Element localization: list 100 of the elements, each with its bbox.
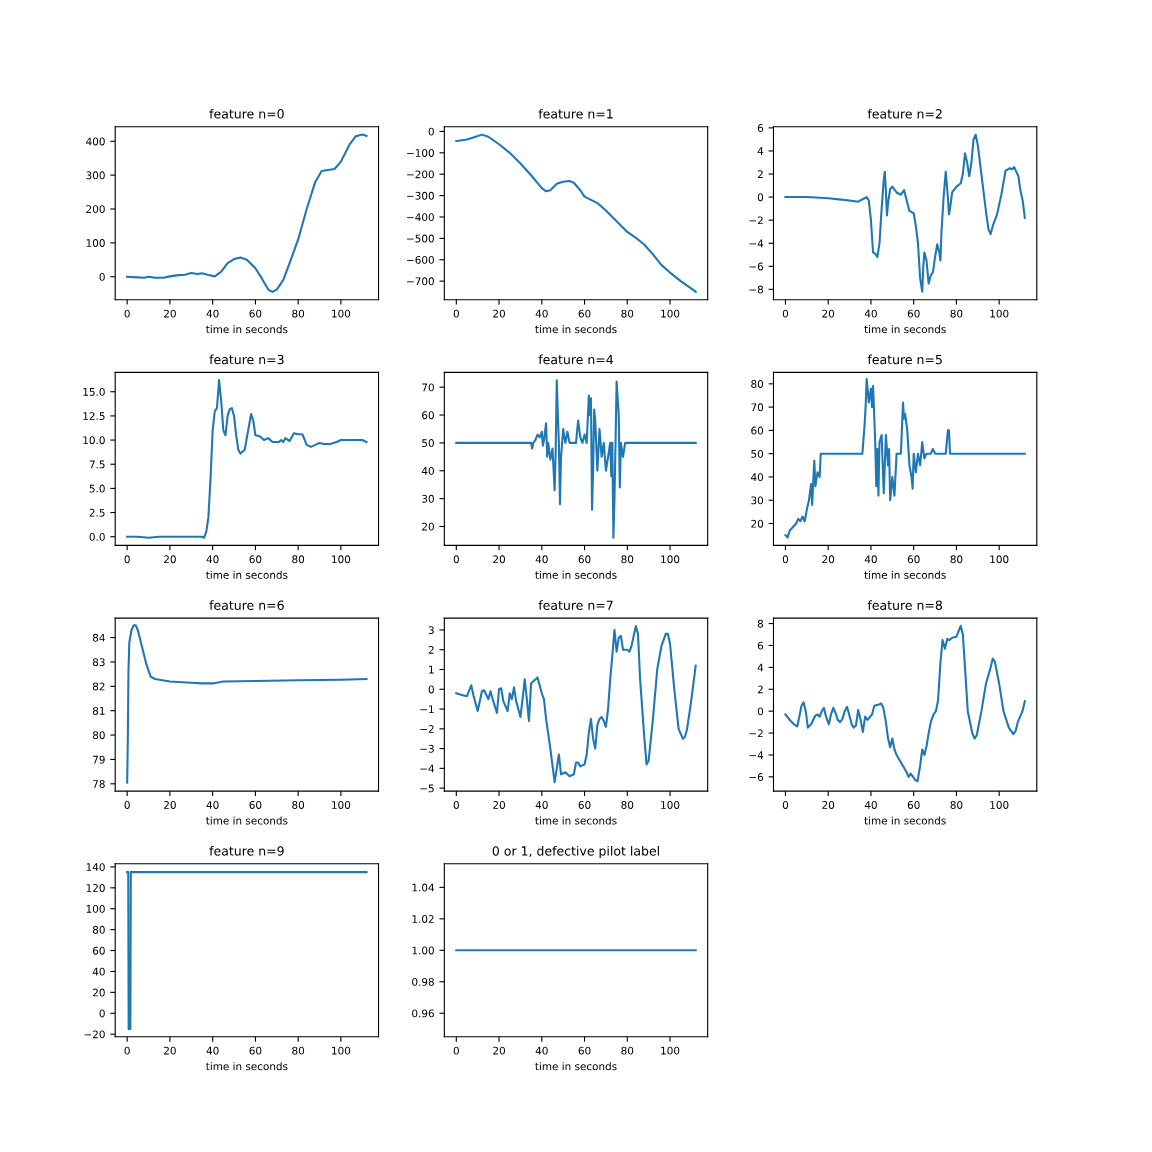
y-tick-label: 60: [422, 411, 434, 420]
x-tick-label: 60: [907, 555, 920, 564]
line-series: [784, 133, 1026, 293]
x-tick-label: 20: [493, 1046, 505, 1055]
y-tick-label: −2: [749, 216, 763, 225]
y-tick-label: −700: [407, 277, 434, 286]
x-tick-label: 100: [661, 1046, 680, 1055]
y-tick-label: 80: [92, 925, 105, 934]
y-tick-label: −2: [420, 725, 434, 733]
y-tick-label: 140: [86, 863, 105, 872]
y-tick-label: 60: [751, 426, 764, 435]
x-axis-title: time in seconds: [535, 570, 617, 579]
chart-title: feature n=6: [209, 600, 284, 610]
x-tick-label: 20: [493, 309, 505, 318]
x-tick-label: 80: [950, 309, 963, 318]
x-tick-label: 60: [249, 555, 262, 564]
chart-title: feature n=5: [867, 354, 942, 365]
x-axis-title: time in seconds: [864, 325, 946, 334]
x-tick-label: 60: [578, 555, 591, 564]
y-tick-label: 0.96: [412, 1009, 434, 1018]
x-tick-label: 80: [292, 309, 305, 318]
y-tick-label: −2: [749, 729, 763, 738]
x-tick-label: 80: [621, 801, 634, 809]
x-tick-label: 80: [292, 555, 305, 564]
x-tick-label: 80: [621, 1046, 634, 1055]
y-tick-label: 12.5: [83, 412, 105, 421]
y-tick-label: 0: [428, 127, 434, 136]
x-tick-label: 100: [332, 309, 351, 318]
x-axis-title: time in seconds: [206, 325, 288, 334]
y-tick-label: 5.0: [89, 484, 105, 493]
x-tick-label: 80: [621, 309, 634, 318]
x-tick-label: 80: [950, 555, 963, 564]
y-tick-label: −20: [84, 1030, 105, 1039]
chart-title: feature n=3: [209, 354, 284, 365]
x-tick-label: 40: [535, 1046, 548, 1055]
y-tick-label: 70: [751, 403, 764, 412]
y-tick-label: 1.02: [412, 915, 434, 923]
y-tick-label: 0: [99, 272, 105, 281]
y-tick-label: −400: [407, 213, 434, 222]
y-tick-label: 1: [429, 665, 434, 674]
y-tick-label: 6: [757, 124, 764, 132]
line-series: [455, 133, 697, 293]
y-tick-label: −4: [749, 239, 764, 248]
y-tick-label: 83: [92, 658, 105, 667]
y-tick-label: 3: [428, 626, 434, 635]
y-tick-label: −6: [749, 262, 764, 271]
x-tick-label: 0: [124, 555, 130, 564]
y-tick-label: 80: [92, 731, 105, 740]
chart-title: feature n=4: [538, 354, 614, 365]
x-axis-title: time in seconds: [535, 1062, 617, 1071]
y-tick-label: 100: [86, 239, 105, 247]
x-tick-label: 80: [292, 1046, 305, 1055]
x-tick-label: 100: [332, 555, 351, 564]
y-tick-label: −600: [407, 255, 434, 264]
x-tick-label: 0: [782, 309, 789, 318]
y-tick-label: 8: [757, 619, 764, 628]
y-tick-label: 60: [92, 946, 105, 955]
x-axis-title: time in seconds: [206, 570, 288, 579]
y-tick-label: 300: [86, 171, 105, 180]
x-axis-title: time in seconds: [535, 816, 617, 825]
x-tick-label: 20: [822, 555, 835, 564]
y-tick-label: 1.04: [412, 883, 435, 892]
chart-title: feature n=1: [538, 108, 613, 119]
chart-title: 0 or 1, defective pilot label: [492, 845, 659, 859]
y-tick-label: 0.98: [412, 977, 434, 986]
y-tick-label: 100: [86, 904, 105, 913]
x-axis-title: time in seconds: [206, 816, 288, 825]
y-tick-label: 2: [757, 170, 763, 178]
line-series: [784, 378, 1026, 539]
y-tick-label: 4: [757, 147, 764, 155]
x-tick-label: 40: [864, 555, 877, 564]
y-tick-label: 40: [421, 466, 434, 475]
y-tick-label: 0: [99, 1009, 105, 1018]
line-series: [126, 133, 368, 293]
x-tick-label: 20: [822, 309, 835, 318]
x-axis-title: time in seconds: [535, 325, 617, 334]
x-tick-label: 40: [206, 1046, 219, 1055]
y-tick-label: 20: [751, 519, 764, 528]
x-tick-label: 100: [661, 309, 680, 318]
x-tick-label: 80: [621, 555, 634, 564]
x-tick-label: 0: [453, 1046, 459, 1055]
y-tick-label: 79: [93, 755, 105, 764]
x-tick-label: 0: [124, 801, 130, 809]
x-tick-label: 20: [822, 801, 835, 809]
y-tick-label: 80: [751, 380, 764, 388]
x-tick-label: 0: [124, 1046, 130, 1055]
line-series: [455, 379, 697, 539]
x-tick-label: 0: [453, 801, 459, 809]
x-tick-label: 60: [249, 1046, 262, 1055]
y-tick-label: 20: [422, 522, 434, 531]
x-tick-label: 20: [164, 1046, 176, 1055]
y-tick-label: −100: [407, 149, 434, 157]
x-tick-label: 100: [990, 801, 1009, 809]
x-tick-label: 60: [249, 801, 262, 809]
x-tick-label: 100: [332, 801, 351, 809]
x-tick-label: 40: [535, 555, 548, 564]
x-tick-label: 0: [782, 801, 789, 809]
y-tick-label: 0: [757, 707, 764, 716]
y-tick-label: 10.0: [83, 436, 105, 445]
y-tick-label: −8: [749, 285, 764, 294]
